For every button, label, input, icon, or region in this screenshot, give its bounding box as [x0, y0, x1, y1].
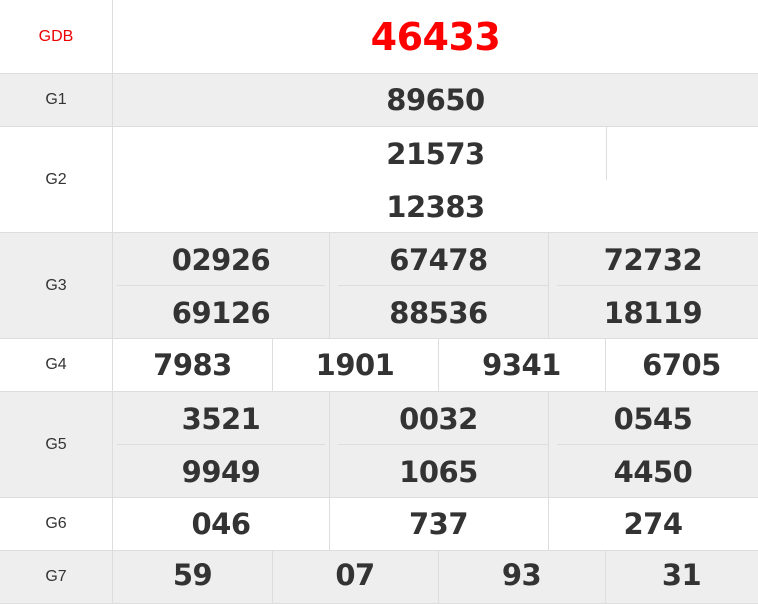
row-g7: G7 59 07 93 31 — [0, 551, 758, 604]
prize-label: G3 — [0, 233, 113, 338]
prize-number: 1901 — [315, 348, 395, 382]
prize-label: G6 — [0, 498, 113, 550]
prize-number: 4450 — [613, 454, 693, 489]
prize-number: 67478 — [389, 242, 488, 277]
row-special-prize: GDB 46433 — [0, 0, 758, 74]
prize-number: 7983 — [153, 348, 232, 382]
row-g3: G3 02926 67478 72732 69126 88536 18119 — [0, 233, 758, 339]
prize-label: G4 — [0, 339, 113, 391]
prize-number: 93 — [501, 557, 542, 592]
prize-number: 88536 — [389, 295, 488, 330]
prize-number: 0032 — [399, 401, 478, 436]
row-g4: G4 7983 1901 9341 6705 — [0, 339, 758, 392]
prize-number: 59 — [172, 557, 213, 592]
prize-number: 737 — [408, 507, 469, 541]
row-g5: G5 3521 0032 0545 9949 1065 4450 — [0, 392, 758, 498]
prize-number: 0545 — [613, 401, 693, 436]
prize-number: 31 — [661, 557, 702, 592]
prize-number: 3521 — [181, 401, 261, 436]
special-prize-number: 46433 — [370, 14, 501, 59]
prize-number: 02926 — [171, 242, 271, 277]
prize-number: 07 — [335, 557, 375, 592]
prize-number: 274 — [623, 507, 683, 541]
prize-number: 9341 — [482, 348, 561, 382]
prize-label: GDB — [0, 0, 113, 73]
row-g6: G6 046 737 274 — [0, 498, 758, 551]
prize-number: 72732 — [603, 242, 703, 277]
prize-label: G1 — [0, 74, 113, 126]
row-g1: G1 89650 — [0, 74, 758, 127]
prize-number: 18119 — [603, 295, 703, 330]
prize-number: 69126 — [171, 295, 271, 330]
prize-number: 6705 — [642, 348, 721, 382]
prize-number: 21573 — [386, 136, 485, 171]
prize-number: 1065 — [399, 454, 478, 489]
prize-number: 12383 — [386, 189, 485, 224]
prize-number: 046 — [191, 507, 251, 541]
prize-label: G2 — [0, 127, 113, 232]
prize-label: G7 — [0, 551, 113, 603]
prize-label: G5 — [0, 392, 113, 497]
row-g2: G2 21573 12383 — [0, 127, 758, 233]
prize-number: 9949 — [181, 454, 261, 489]
prize-number: 89650 — [386, 83, 485, 117]
